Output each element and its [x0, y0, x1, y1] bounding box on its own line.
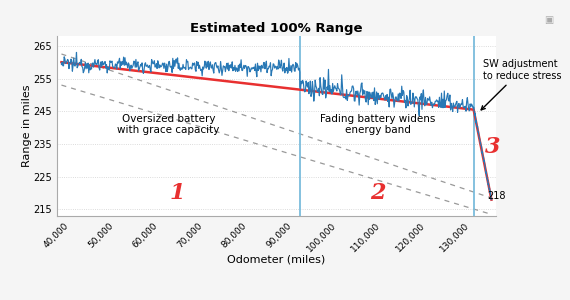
Text: SW adjustment
to reduce stress: SW adjustment to reduce stress — [481, 59, 561, 110]
Title: Estimated 100% Range: Estimated 100% Range — [190, 22, 363, 35]
Text: 3: 3 — [485, 136, 500, 158]
Y-axis label: Range in miles: Range in miles — [22, 85, 32, 167]
Text: Fading battery widens
energy band: Fading battery widens energy band — [320, 114, 435, 135]
Text: ▣: ▣ — [544, 15, 553, 25]
Text: Oversized battery
with grace capacity: Oversized battery with grace capacity — [117, 114, 219, 135]
Text: 2: 2 — [370, 182, 385, 204]
Text: 218: 218 — [487, 191, 506, 201]
X-axis label: Odometer (miles): Odometer (miles) — [227, 255, 325, 265]
Text: 1: 1 — [169, 182, 185, 204]
